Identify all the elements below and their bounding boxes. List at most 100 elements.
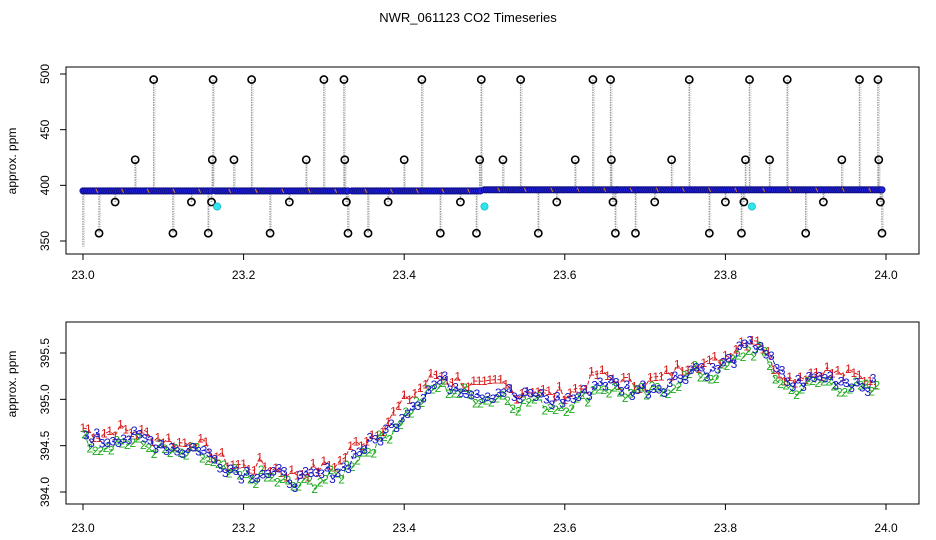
series-marker-2: 2 (408, 406, 415, 420)
spike-point (739, 197, 749, 207)
trace-mark (815, 187, 819, 193)
series-marker-3: 3 (345, 462, 352, 476)
series-marker-3: 3 (495, 386, 502, 400)
spike-point (417, 75, 427, 84)
spike-point (877, 228, 887, 238)
series-marker-3: 3 (559, 397, 566, 411)
series-marker-3: 3 (115, 436, 122, 450)
bottom-y-tick-label: 395.0 (38, 384, 52, 414)
series-marker-3: 3 (581, 382, 588, 396)
series-marker-1: 1 (711, 350, 718, 364)
series-marker-2: 2 (558, 400, 565, 414)
series-marker-3: 3 (377, 435, 384, 449)
series-marker-2: 2 (568, 402, 575, 416)
series-marker-3: 3 (795, 373, 802, 387)
series-marker-3: 3 (227, 462, 234, 476)
series-marker-1: 1 (872, 378, 879, 392)
top-plot-frame (65, 66, 920, 255)
series-marker-2: 2 (413, 394, 420, 408)
series-marker-3: 3 (404, 407, 411, 421)
series-marker-2: 2 (874, 379, 881, 393)
series-marker-2: 2 (584, 396, 591, 410)
series-marker-1: 1 (851, 366, 858, 380)
series-marker-3: 3 (436, 373, 443, 387)
series-marker-3: 3 (211, 453, 218, 467)
spike-point (606, 75, 615, 84)
series-marker-3: 3 (816, 369, 823, 383)
series-marker-1: 1 (422, 377, 429, 391)
chart-title: NWR_061123 CO2 Timeseries (379, 10, 557, 25)
spike-point (265, 228, 275, 238)
series-marker-3: 3 (725, 351, 732, 365)
spike-point (608, 197, 618, 207)
series-marker-2: 2 (322, 473, 329, 487)
series-marker-3: 3 (388, 417, 395, 431)
series-marker-1: 1 (824, 360, 831, 374)
spike-point (516, 75, 526, 84)
trace-mark (146, 188, 150, 194)
series-marker-3: 3 (538, 386, 545, 400)
series-marker-2: 2 (643, 389, 650, 403)
series-marker-2: 2 (97, 444, 104, 458)
series-marker-1: 1 (272, 461, 279, 475)
series-marker-1: 1 (454, 370, 461, 384)
trace-mark (681, 187, 685, 193)
series-marker-2: 2 (504, 394, 511, 408)
trace-mark (841, 187, 845, 193)
series-marker-3: 3 (800, 380, 807, 394)
series-marker-2: 2 (301, 472, 308, 486)
series-marker-1: 1 (299, 468, 306, 482)
series-marker-1: 1 (229, 458, 236, 472)
spike-point (745, 75, 754, 84)
series-marker-1: 1 (106, 424, 113, 438)
series-marker-1: 1 (802, 373, 809, 387)
bottom-plot-frame (65, 321, 920, 505)
series-marker-2: 2 (815, 376, 822, 390)
series-marker-2: 2 (809, 374, 816, 388)
series-marker-1: 1 (219, 445, 226, 459)
series-marker-3: 3 (104, 436, 111, 450)
series-marker-3: 3 (682, 373, 689, 387)
trace-mark (734, 187, 738, 193)
series-marker-1: 1 (208, 452, 215, 466)
series-marker-2: 2 (772, 373, 779, 387)
series-marker-1: 1 (267, 464, 274, 478)
series-marker-3: 3 (763, 348, 770, 362)
series-marker-1: 1 (572, 381, 579, 395)
series-marker-2: 2 (852, 375, 859, 389)
series-marker-3: 3 (179, 447, 186, 461)
series-marker-1: 1 (867, 374, 874, 388)
top-x-tick-label: 23.4 (393, 268, 417, 282)
series-marker-3: 3 (527, 387, 534, 401)
top-x-tick-label: 24.0 (874, 268, 898, 282)
series-marker-2: 2 (140, 438, 147, 452)
bottom-y-tick-label: 394.0 (38, 477, 52, 507)
series-marker-2: 2 (499, 388, 506, 402)
spike-point (399, 155, 409, 165)
series-marker-1: 1 (449, 376, 456, 390)
series-marker-2: 2 (863, 377, 870, 391)
series-marker-3: 3 (399, 412, 406, 426)
spike-point (363, 228, 373, 238)
series-marker-2: 2 (509, 402, 516, 416)
series-marker-1: 1 (401, 388, 408, 402)
series-marker-1: 1 (171, 440, 178, 454)
series-marker-1: 1 (197, 431, 204, 445)
series-marker-2: 2 (210, 455, 217, 469)
series-marker-2: 2 (424, 383, 431, 397)
series-marker-1: 1 (545, 384, 552, 398)
series-marker-3: 3 (222, 466, 229, 480)
spike-point (704, 228, 714, 238)
series-marker-2: 2 (151, 447, 158, 461)
series-marker-1: 1 (770, 363, 777, 377)
series-marker-2: 2 (708, 373, 715, 387)
series-marker-1: 1 (428, 367, 435, 381)
series-marker-1: 1 (561, 393, 568, 407)
series-marker-2: 2 (247, 472, 254, 486)
series-marker-1: 1 (465, 380, 472, 394)
series-marker-3: 3 (409, 400, 416, 414)
trace-mark (390, 188, 393, 194)
series-marker-3: 3 (334, 466, 341, 480)
series-marker-3: 3 (201, 443, 208, 457)
series-marker-2: 2 (113, 433, 120, 447)
